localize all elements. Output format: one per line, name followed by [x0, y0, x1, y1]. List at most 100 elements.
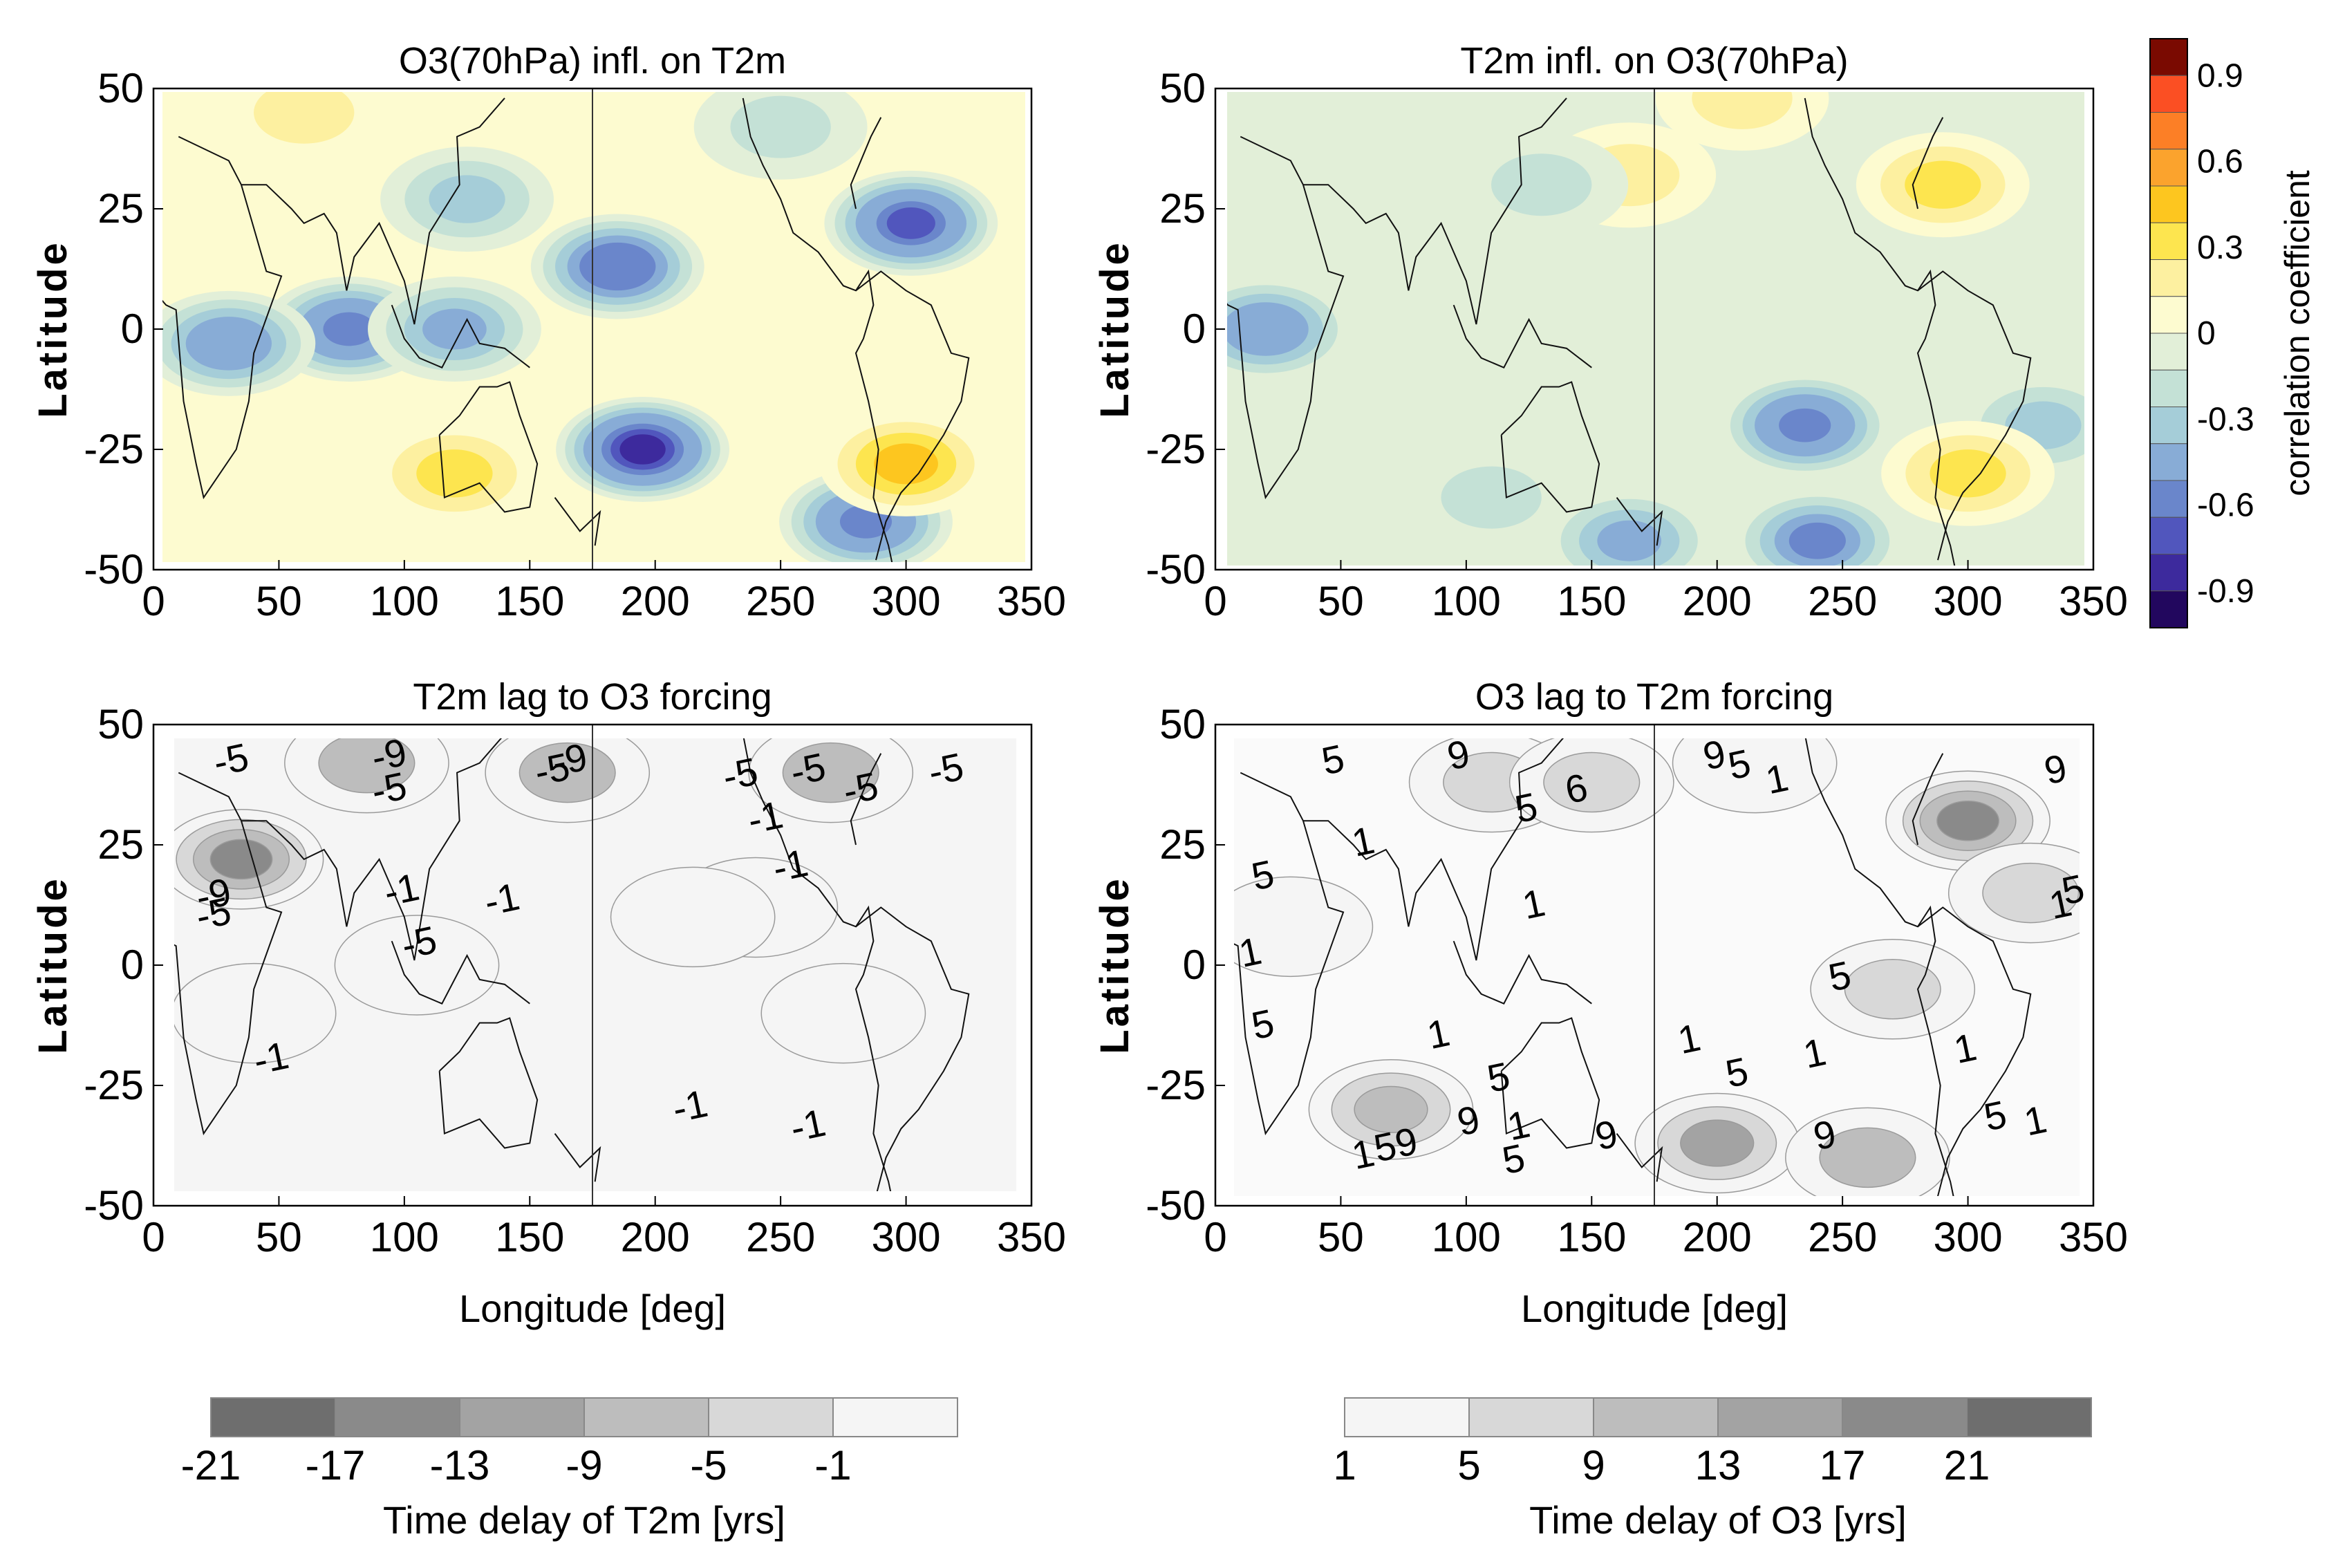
field-feature-7 — [174, 962, 337, 1064]
y-tick-label: 25 — [97, 821, 144, 868]
field-feature-2 — [518, 742, 616, 803]
y-tick-label: -25 — [84, 426, 144, 472]
panel-title: O3 lag to T2m forcing — [1475, 676, 1833, 718]
x-tick-label: 150 — [1557, 578, 1626, 624]
colorbar-tick-label: 0.3 — [2197, 230, 2243, 266]
colorbar-swatch — [2149, 590, 2188, 628]
field-feature-9 — [1692, 92, 1793, 129]
colorbar-tick-label: -5 — [690, 1442, 727, 1488]
colorbar-swatch — [2149, 149, 2188, 187]
colorbar-o3-delay: 1 5 9 13 17 21 Time delay of O3 [yrs] — [1333, 1397, 2092, 1542]
colorbar-tick-label: 5 — [1457, 1442, 1480, 1488]
y-tick-label: 0 — [1183, 942, 1206, 988]
x-tick-label: 250 — [1808, 1214, 1877, 1260]
colorbar-swatch — [1842, 1397, 1968, 1437]
field-feature-9 — [1672, 738, 1838, 814]
panel-title: O3(70hPa) infl. on T2m — [399, 40, 786, 82]
colorbar-tick-label: 0 — [2197, 315, 2216, 352]
field-feature-8 — [610, 866, 776, 968]
colorbar-swatch — [2149, 369, 2188, 407]
field-feature-8 — [1982, 862, 2080, 924]
colorbar-label: correlation coefficient — [2278, 170, 2317, 496]
y-tick-label: 0 — [121, 942, 144, 988]
colorbar-tick-label: -0.3 — [2197, 401, 2254, 438]
x-tick-label: 150 — [1557, 1214, 1626, 1260]
y-tick-label: -50 — [1146, 1182, 1206, 1229]
x-tick-label: 300 — [1934, 578, 2003, 624]
y-axis-label: Latitude — [1092, 240, 1137, 418]
colorbar-frame — [2149, 38, 2188, 628]
colorbar-swatch — [1593, 1397, 1719, 1437]
colorbar-swatch — [708, 1397, 834, 1437]
y-tick-label: 25 — [97, 185, 144, 232]
x-tick-label: 350 — [997, 578, 1066, 624]
field-feature-0 — [209, 839, 273, 880]
colorbar-swatch — [2149, 112, 2188, 150]
x-tick-label: 100 — [370, 578, 439, 624]
panel-top-left: 0 50 100 150 200 250 300 35050250-25-50O3(70hPa… — [30, 40, 1066, 624]
x-tick-label: 300 — [872, 578, 941, 624]
field-feature-5 — [1543, 752, 1641, 813]
colorbar-tick-label: 13 — [1695, 1442, 1741, 1488]
y-axis-label: Latitude — [30, 876, 75, 1054]
x-tick-label: 200 — [1683, 1214, 1752, 1260]
colorbar-swatch — [2149, 443, 2188, 481]
colorbar-swatch — [2149, 259, 2188, 297]
colorbar-tick-label: 0.9 — [2197, 57, 2243, 94]
y-tick-label: 0 — [121, 306, 144, 352]
field-feature-5 — [422, 308, 487, 350]
x-tick-label: 300 — [872, 1214, 941, 1260]
field-feature-6 — [334, 915, 500, 1016]
colorbar-tick-label: -0.9 — [2197, 573, 2254, 610]
colorbar-swatch — [210, 1397, 336, 1437]
field-feature-2 — [1354, 1085, 1428, 1133]
colorbar-tick-label: -1 — [814, 1442, 851, 1488]
x-tick-label: 200 — [621, 1214, 690, 1260]
colorbar-correlation: 0.9 0.6 0.3 0 -0.3 -0.6 -0.9 correlation coeffi… — [2149, 38, 2317, 628]
panel-title: T2m lag to O3 forcing — [413, 676, 772, 718]
x-tick-label: 350 — [997, 1214, 1066, 1260]
y-tick-label: 50 — [1159, 701, 1206, 747]
x-tick-label: 150 — [495, 1214, 564, 1260]
colorbar-swatch — [1717, 1397, 1843, 1437]
field-feature-3 — [1597, 520, 1662, 561]
field-feature-1 — [1237, 310, 1294, 348]
field-feature-5 — [1441, 466, 1542, 529]
x-tick-label: 300 — [1934, 1214, 2003, 1260]
colorbar-label: Time delay of O3 [yrs] — [1529, 1498, 1907, 1542]
field-feature-7 — [429, 175, 505, 223]
colorbar-swatch — [2149, 222, 2188, 260]
field-feature-10 — [1491, 153, 1592, 216]
y-tick-label: -25 — [84, 1062, 144, 1108]
field-feature-10 — [254, 92, 355, 144]
x-tick-label: 200 — [621, 578, 690, 624]
x-tick-label: 350 — [2059, 1214, 2128, 1260]
field-feature-0 — [619, 434, 666, 465]
field-feature-5 — [760, 962, 926, 1064]
colorbar-swatch — [2149, 480, 2188, 518]
x-tick-label: 250 — [746, 1214, 815, 1260]
y-tick-label: -25 — [1146, 1062, 1206, 1108]
x-tick-label: 0 — [1204, 578, 1226, 624]
field-feature-3 — [782, 742, 879, 803]
x-tick-label: 50 — [1318, 578, 1364, 624]
x-tick-label: 250 — [1808, 578, 1877, 624]
field-feature-0 — [1936, 800, 1999, 841]
colorbar-swatch — [2149, 75, 2188, 113]
colorbar-tick-label: 21 — [1944, 1442, 1990, 1488]
y-tick-label: -50 — [84, 1182, 144, 1229]
colorbar-tick-label: -9 — [566, 1442, 602, 1488]
y-tick-label: 50 — [97, 65, 144, 111]
x-tick-label: 100 — [370, 1214, 439, 1260]
colorbar-swatch — [2149, 38, 2188, 76]
x-tick-label: 0 — [1204, 1214, 1226, 1260]
field-feature-6 — [1234, 876, 1374, 978]
x-tick-label: 0 — [142, 1214, 165, 1260]
field-feature-1 — [591, 250, 644, 283]
y-tick-label: 25 — [1159, 185, 1206, 232]
colorbar-tick-label: 17 — [1820, 1442, 1866, 1488]
coastlines — [162, 97, 970, 562]
